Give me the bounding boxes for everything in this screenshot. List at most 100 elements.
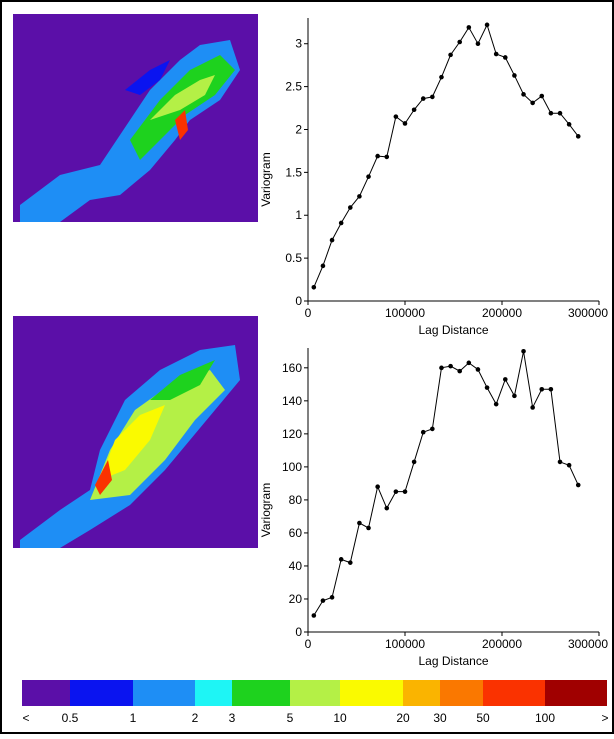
- y-tick-label: 1.5: [285, 165, 302, 179]
- data-point: [347, 205, 353, 210]
- data-point: [493, 401, 499, 407]
- data-point: [575, 482, 581, 488]
- y-tick-label: 160: [282, 361, 302, 375]
- data-point: [430, 426, 435, 432]
- data-point: [329, 595, 335, 600]
- colorbar-label: 2: [192, 711, 199, 725]
- series-line: [313, 351, 579, 616]
- data-point: [311, 284, 317, 290]
- y-tick-label: 1: [295, 208, 302, 222]
- colorbar-label: >: [601, 711, 608, 725]
- y-tick-label: 3: [295, 37, 302, 51]
- y-tick-label: 20: [289, 592, 303, 606]
- x-axis-title: Lag Distance: [418, 323, 488, 337]
- x-tick-label: 300000: [568, 306, 608, 320]
- colorbar-swatch: [133, 680, 195, 706]
- colorbar-label: 10: [333, 711, 347, 725]
- data-point: [357, 520, 362, 526]
- colorbar-swatch: [545, 680, 607, 706]
- y-tick-label: 100: [282, 460, 302, 474]
- data-point: [566, 462, 572, 468]
- map-bottom: [13, 316, 258, 548]
- data-point: [530, 100, 535, 106]
- data-point: [521, 349, 526, 354]
- y-axis-title: Variogram: [259, 152, 273, 206]
- data-point: [430, 94, 435, 100]
- data-point: [393, 114, 399, 119]
- colorbar: <0.5 1 2 3 5 10 20 30 50 100 >: [22, 680, 609, 725]
- data-point: [420, 429, 426, 435]
- data-point: [320, 263, 326, 269]
- x-tick-label: 0: [305, 637, 312, 651]
- data-point: [357, 194, 362, 199]
- colorbar-swatch: [483, 680, 545, 706]
- colorbar-label: 5: [287, 711, 294, 725]
- data-point: [539, 93, 545, 99]
- colorbar-swatch: [403, 680, 440, 706]
- colorbar-label: 100: [535, 711, 555, 725]
- data-point: [475, 41, 481, 47]
- x-tick-label: 100000: [385, 306, 425, 320]
- y-tick-label: 40: [289, 559, 303, 573]
- data-point: [493, 51, 499, 57]
- data-point: [512, 393, 517, 399]
- data-point: [512, 73, 517, 78]
- colorbar-swatch: [440, 680, 483, 706]
- x-tick-label: 200000: [482, 637, 522, 651]
- x-tick-label: 200000: [482, 306, 522, 320]
- x-axis-title: Lag Distance: [418, 654, 488, 668]
- colorbar-swatch: [290, 680, 340, 706]
- colorbar-label: 3: [229, 711, 236, 725]
- y-tick-label: 0: [295, 294, 302, 308]
- data-point: [439, 74, 444, 80]
- data-point: [402, 489, 408, 494]
- data-point: [320, 598, 326, 603]
- y-tick-label: 60: [289, 526, 303, 540]
- chart: 0 0.5 1 1.5 2 2.5 3 0 100000 200000 300000 Lag Dist…: [259, 18, 608, 337]
- data-point: [311, 613, 317, 618]
- data-point: [411, 459, 417, 465]
- data-point: [366, 525, 371, 531]
- data-point: [484, 385, 490, 390]
- map-top: [13, 14, 258, 222]
- data-point: [484, 22, 490, 28]
- data-point: [347, 560, 353, 565]
- data-point: [402, 121, 408, 126]
- y-tick-label: 140: [282, 394, 302, 408]
- data-point: [575, 134, 581, 139]
- data-point: [530, 405, 535, 410]
- colorbar-label: <: [22, 711, 29, 725]
- y-tick-label: 0.5: [285, 251, 302, 265]
- data-point: [439, 365, 444, 371]
- data-point: [475, 367, 481, 372]
- data-point: [366, 174, 371, 179]
- data-point: [393, 489, 399, 494]
- data-point: [502, 55, 508, 60]
- colorbar-label: 30: [433, 711, 447, 725]
- data-point: [502, 377, 508, 382]
- data-point: [448, 52, 453, 58]
- chart: 0 20 40 60 80 100 120 140 160 0 100000 200000 300000…: [259, 348, 608, 668]
- colorbar-swatch: [340, 680, 403, 706]
- y-tick-label: 2: [295, 122, 302, 136]
- x-tick-label: 100000: [385, 637, 425, 651]
- charts: 0 0.5 1 1.5 2 2.5 3 0 100000 200000 300000 Lag Dist…: [259, 18, 608, 668]
- colorbar-swatch: [22, 680, 70, 706]
- x-tick-label: 300000: [568, 637, 608, 651]
- data-point: [375, 153, 380, 159]
- data-point: [466, 360, 472, 366]
- data-point: [566, 122, 572, 127]
- data-point: [539, 386, 545, 392]
- data-point: [338, 220, 344, 226]
- y-tick-label: 2.5: [285, 80, 302, 94]
- colorbar-label: 50: [476, 711, 490, 725]
- data-point: [548, 110, 554, 116]
- data-point: [384, 505, 390, 511]
- data-point: [457, 39, 463, 45]
- data-point: [375, 484, 380, 489]
- y-tick-label: 120: [282, 427, 302, 441]
- data-point: [338, 557, 344, 562]
- data-point: [411, 107, 417, 113]
- colorbar-swatch: [70, 680, 133, 706]
